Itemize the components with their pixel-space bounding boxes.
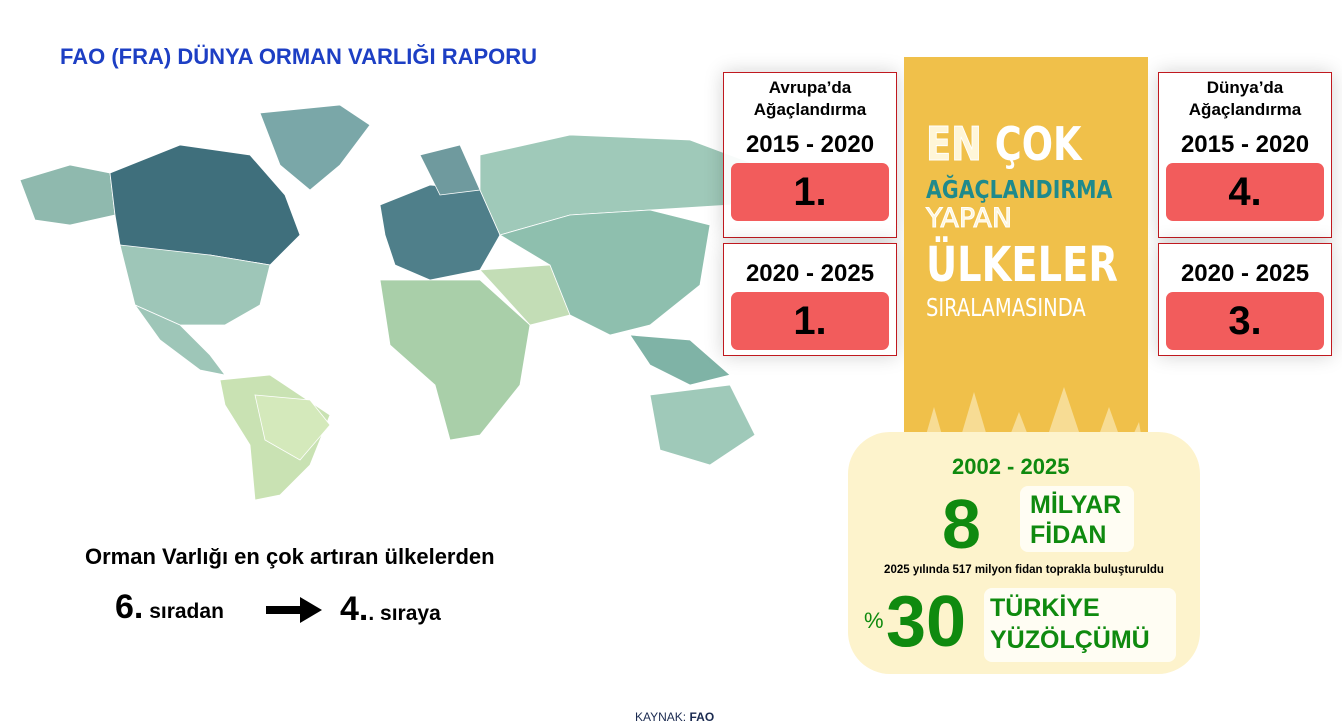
- unit-line-2: FİDAN: [1030, 521, 1107, 549]
- note-text: 2025 yılında 517 milyon fidan toprakla b…: [884, 564, 1164, 576]
- europe-label: Avrupa’da Ağaçlandırma: [753, 78, 867, 119]
- to-text: . sıraya: [368, 602, 441, 625]
- arrow-right-icon: [266, 597, 322, 623]
- banner-yapan: YAPAN: [925, 203, 1013, 235]
- map-alaska: [19, 164, 116, 226]
- ranking-text: Orman Varlığı en çok artıran ülkelerden: [85, 544, 495, 569]
- from-text: sıradan: [143, 600, 224, 623]
- unit-line-1: MİLYAR: [1030, 491, 1122, 519]
- percent-sign: %: [864, 608, 884, 633]
- banner-siralamasinda: SIRALAMASINDA: [926, 293, 1086, 322]
- source-label: KAYNAK:: [635, 710, 687, 724]
- banner-cok: ÇOK: [994, 117, 1082, 171]
- period-label: 2020 - 2025: [1180, 260, 1310, 287]
- ranking-to: 4.. sıraya: [340, 590, 441, 629]
- statistics-panel: 2002 - 2025 8 MİLYAR FİDAN 2025 yılında …: [848, 432, 1200, 674]
- world-forest-map: [19, 104, 771, 501]
- world-label: Dünya’da Ağaçlandırma: [1188, 78, 1302, 119]
- rank-badge: 1.: [731, 292, 889, 350]
- map-africa: [379, 279, 531, 441]
- period-label: 2015 - 2020: [745, 131, 875, 158]
- period-label: 2015 - 2020: [1180, 131, 1310, 158]
- ranking-banner: EN ÇOK AĞAÇLANDIRMA YAPAN ÜLKELER SIRALA…: [904, 57, 1148, 477]
- rank-badge: 1.: [731, 163, 889, 221]
- map-brazil: [254, 394, 331, 461]
- world-2015-2020-card: Dünya’da Ağaçlandırma 2015 - 2020 4.: [1158, 72, 1332, 238]
- europe-2020-2025-card: 2020 - 2025 1.: [723, 243, 897, 356]
- from-rank: 6.: [115, 588, 144, 626]
- percent-value: 30: [886, 582, 967, 662]
- to-rank: 4.: [340, 590, 369, 628]
- period-label: 2020 - 2025: [745, 260, 875, 287]
- source-value: FAO: [689, 710, 715, 724]
- banner-en: EN: [926, 117, 983, 171]
- world-2020-2025-card: 2020 - 2025 3.: [1158, 243, 1332, 356]
- pct-label-1: TÜRKİYE: [990, 594, 1100, 622]
- map-australia: [649, 384, 756, 466]
- source-note: KAYNAK: FAO: [635, 710, 714, 724]
- map-mexico: [133, 304, 226, 376]
- page-title: FAO (FRA) DÜNYA ORMAN VARLIĞI RAPORU: [60, 44, 538, 69]
- seedling-count: 8: [942, 485, 981, 563]
- pct-label-2: YÜZÖLÇÜMÜ: [990, 626, 1150, 654]
- banner-agaclandirma: AĞAÇLANDIRMA: [926, 175, 1113, 204]
- rank-badge: 3.: [1166, 292, 1324, 350]
- map-greenland: [259, 104, 371, 191]
- ranking-from: 6. sıradan: [115, 588, 224, 627]
- map-europe: [379, 184, 501, 281]
- period-text: 2002 - 2025: [952, 454, 1070, 479]
- map-asia: [499, 209, 711, 336]
- banner-ulkeler: ÜLKELER: [926, 237, 1118, 293]
- rank-badge: 4.: [1166, 163, 1324, 221]
- map-southeast-asia: [629, 334, 731, 386]
- map-russia: [479, 134, 771, 236]
- europe-2015-2020-card: Avrupa’da Ağaçlandırma 2015 - 2020 1.: [723, 72, 897, 238]
